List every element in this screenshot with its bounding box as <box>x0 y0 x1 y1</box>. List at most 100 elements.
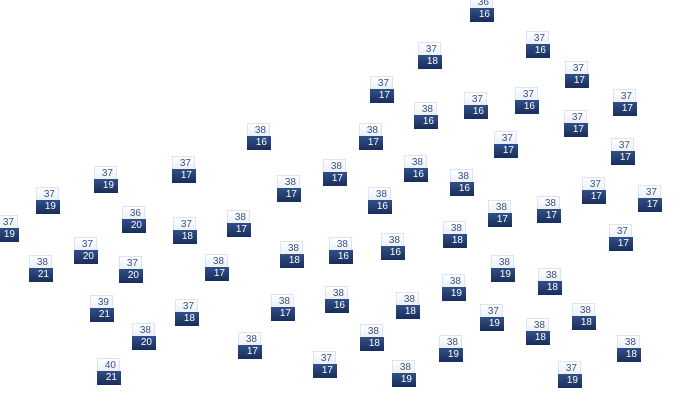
station-marker[interactable]: 38 21 <box>29 255 53 282</box>
station-marker[interactable]: 38 16 <box>325 286 349 313</box>
station-marker[interactable]: 37 18 <box>173 217 197 244</box>
station-marker[interactable]: 38 16 <box>404 155 428 182</box>
station-marker[interactable]: 37 20 <box>119 256 143 283</box>
low-temperature: 17 <box>638 198 662 212</box>
low-temperature: 19 <box>0 228 19 242</box>
high-temperature: 38 <box>381 233 404 246</box>
station-marker[interactable]: 37 17 <box>611 138 635 165</box>
low-temperature: 17 <box>271 307 295 321</box>
station-marker[interactable]: 37 16 <box>526 31 550 58</box>
low-temperature: 18 <box>175 312 199 326</box>
station-marker[interactable]: 38 16 <box>329 237 353 264</box>
station-marker[interactable]: 38 18 <box>443 221 467 248</box>
station-marker[interactable]: 38 18 <box>538 268 562 295</box>
station-marker[interactable]: 38 17 <box>537 196 561 223</box>
low-temperature: 16 <box>470 8 494 22</box>
high-temperature: 37 <box>582 177 605 190</box>
high-temperature: 38 <box>439 335 462 348</box>
station-marker[interactable]: 37 18 <box>175 299 199 326</box>
low-temperature: 17 <box>613 102 637 116</box>
station-marker[interactable]: 37 17 <box>609 224 633 251</box>
station-marker[interactable]: 37 16 <box>515 87 539 114</box>
station-marker[interactable]: 39 21 <box>90 295 114 322</box>
high-temperature: 38 <box>359 123 382 136</box>
low-temperature: 16 <box>247 136 271 150</box>
station-marker[interactable]: 38 16 <box>414 102 438 129</box>
low-temperature: 17 <box>313 364 337 378</box>
station-marker[interactable]: 37 17 <box>313 351 337 378</box>
station-marker[interactable]: 38 18 <box>360 324 384 351</box>
high-temperature: 37 <box>464 92 487 105</box>
high-temperature: 37 <box>313 351 336 364</box>
station-marker[interactable]: 38 17 <box>488 200 512 227</box>
high-temperature: 37 <box>74 237 97 250</box>
high-temperature: 38 <box>277 175 300 188</box>
station-marker[interactable]: 36 20 <box>122 206 146 233</box>
station-marker[interactable]: 38 17 <box>359 123 383 150</box>
low-temperature: 17 <box>277 188 301 202</box>
station-marker[interactable]: 37 17 <box>494 131 518 158</box>
station-marker[interactable]: 37 18 <box>418 42 442 69</box>
low-temperature: 17 <box>359 136 383 150</box>
high-temperature: 37 <box>613 89 636 102</box>
station-marker[interactable]: 38 19 <box>442 274 466 301</box>
station-marker[interactable]: 40 21 <box>97 358 121 385</box>
high-temperature: 38 <box>325 286 348 299</box>
low-temperature: 18 <box>526 331 550 345</box>
station-marker[interactable]: 38 20 <box>132 323 156 350</box>
station-marker[interactable]: 37 19 <box>480 304 504 331</box>
station-marker[interactable]: 38 19 <box>491 255 515 282</box>
station-marker[interactable]: 37 16 <box>464 92 488 119</box>
high-temperature: 38 <box>360 324 383 337</box>
station-marker[interactable]: 36 16 <box>470 0 494 22</box>
low-temperature: 17 <box>537 209 561 223</box>
station-marker[interactable]: 38 16 <box>247 123 271 150</box>
station-marker[interactable]: 38 16 <box>368 187 392 214</box>
station-marker[interactable]: 38 16 <box>450 169 474 196</box>
low-temperature: 20 <box>122 219 146 233</box>
low-temperature: 19 <box>491 268 515 282</box>
station-marker[interactable]: 37 17 <box>565 61 589 88</box>
low-temperature: 18 <box>360 337 384 351</box>
high-temperature: 38 <box>491 255 514 268</box>
station-marker[interactable]: 38 17 <box>227 210 251 237</box>
station-marker[interactable]: 37 17 <box>613 89 637 116</box>
station-marker[interactable]: 38 17 <box>323 159 347 186</box>
station-marker[interactable]: 37 19 <box>0 215 19 242</box>
station-marker[interactable]: 38 19 <box>439 335 463 362</box>
station-marker[interactable]: 38 19 <box>392 360 416 387</box>
station-marker[interactable]: 37 17 <box>582 177 606 204</box>
station-marker[interactable]: 37 17 <box>638 185 662 212</box>
low-temperature: 17 <box>565 74 589 88</box>
low-temperature: 17 <box>611 151 635 165</box>
high-temperature: 38 <box>29 255 52 268</box>
low-temperature: 21 <box>29 268 53 282</box>
station-marker[interactable]: 38 17 <box>271 294 295 321</box>
station-marker[interactable]: 37 19 <box>94 166 118 193</box>
high-temperature: 39 <box>90 295 113 308</box>
station-marker[interactable]: 37 17 <box>172 156 196 183</box>
station-marker[interactable]: 38 16 <box>381 233 405 260</box>
station-marker[interactable]: 37 17 <box>370 76 394 103</box>
high-temperature: 37 <box>564 110 587 123</box>
station-marker[interactable]: 38 17 <box>205 254 229 281</box>
high-temperature: 37 <box>515 87 538 100</box>
station-marker[interactable]: 38 18 <box>396 292 420 319</box>
high-temperature: 38 <box>572 303 595 316</box>
station-marker[interactable]: 38 18 <box>526 318 550 345</box>
station-marker[interactable]: 37 20 <box>74 237 98 264</box>
station-marker[interactable]: 38 18 <box>617 335 641 362</box>
station-marker[interactable]: 38 18 <box>280 241 304 268</box>
low-temperature: 17 <box>227 223 251 237</box>
station-marker[interactable]: 38 18 <box>572 303 596 330</box>
low-temperature: 17 <box>564 123 588 137</box>
station-marker[interactable]: 38 17 <box>277 175 301 202</box>
station-marker[interactable]: 37 19 <box>36 187 60 214</box>
low-temperature: 17 <box>205 267 229 281</box>
high-temperature: 38 <box>247 123 270 136</box>
station-marker[interactable]: 38 17 <box>238 332 262 359</box>
station-marker[interactable]: 37 17 <box>564 110 588 137</box>
station-marker[interactable]: 37 19 <box>558 361 582 388</box>
high-temperature: 38 <box>132 323 155 336</box>
